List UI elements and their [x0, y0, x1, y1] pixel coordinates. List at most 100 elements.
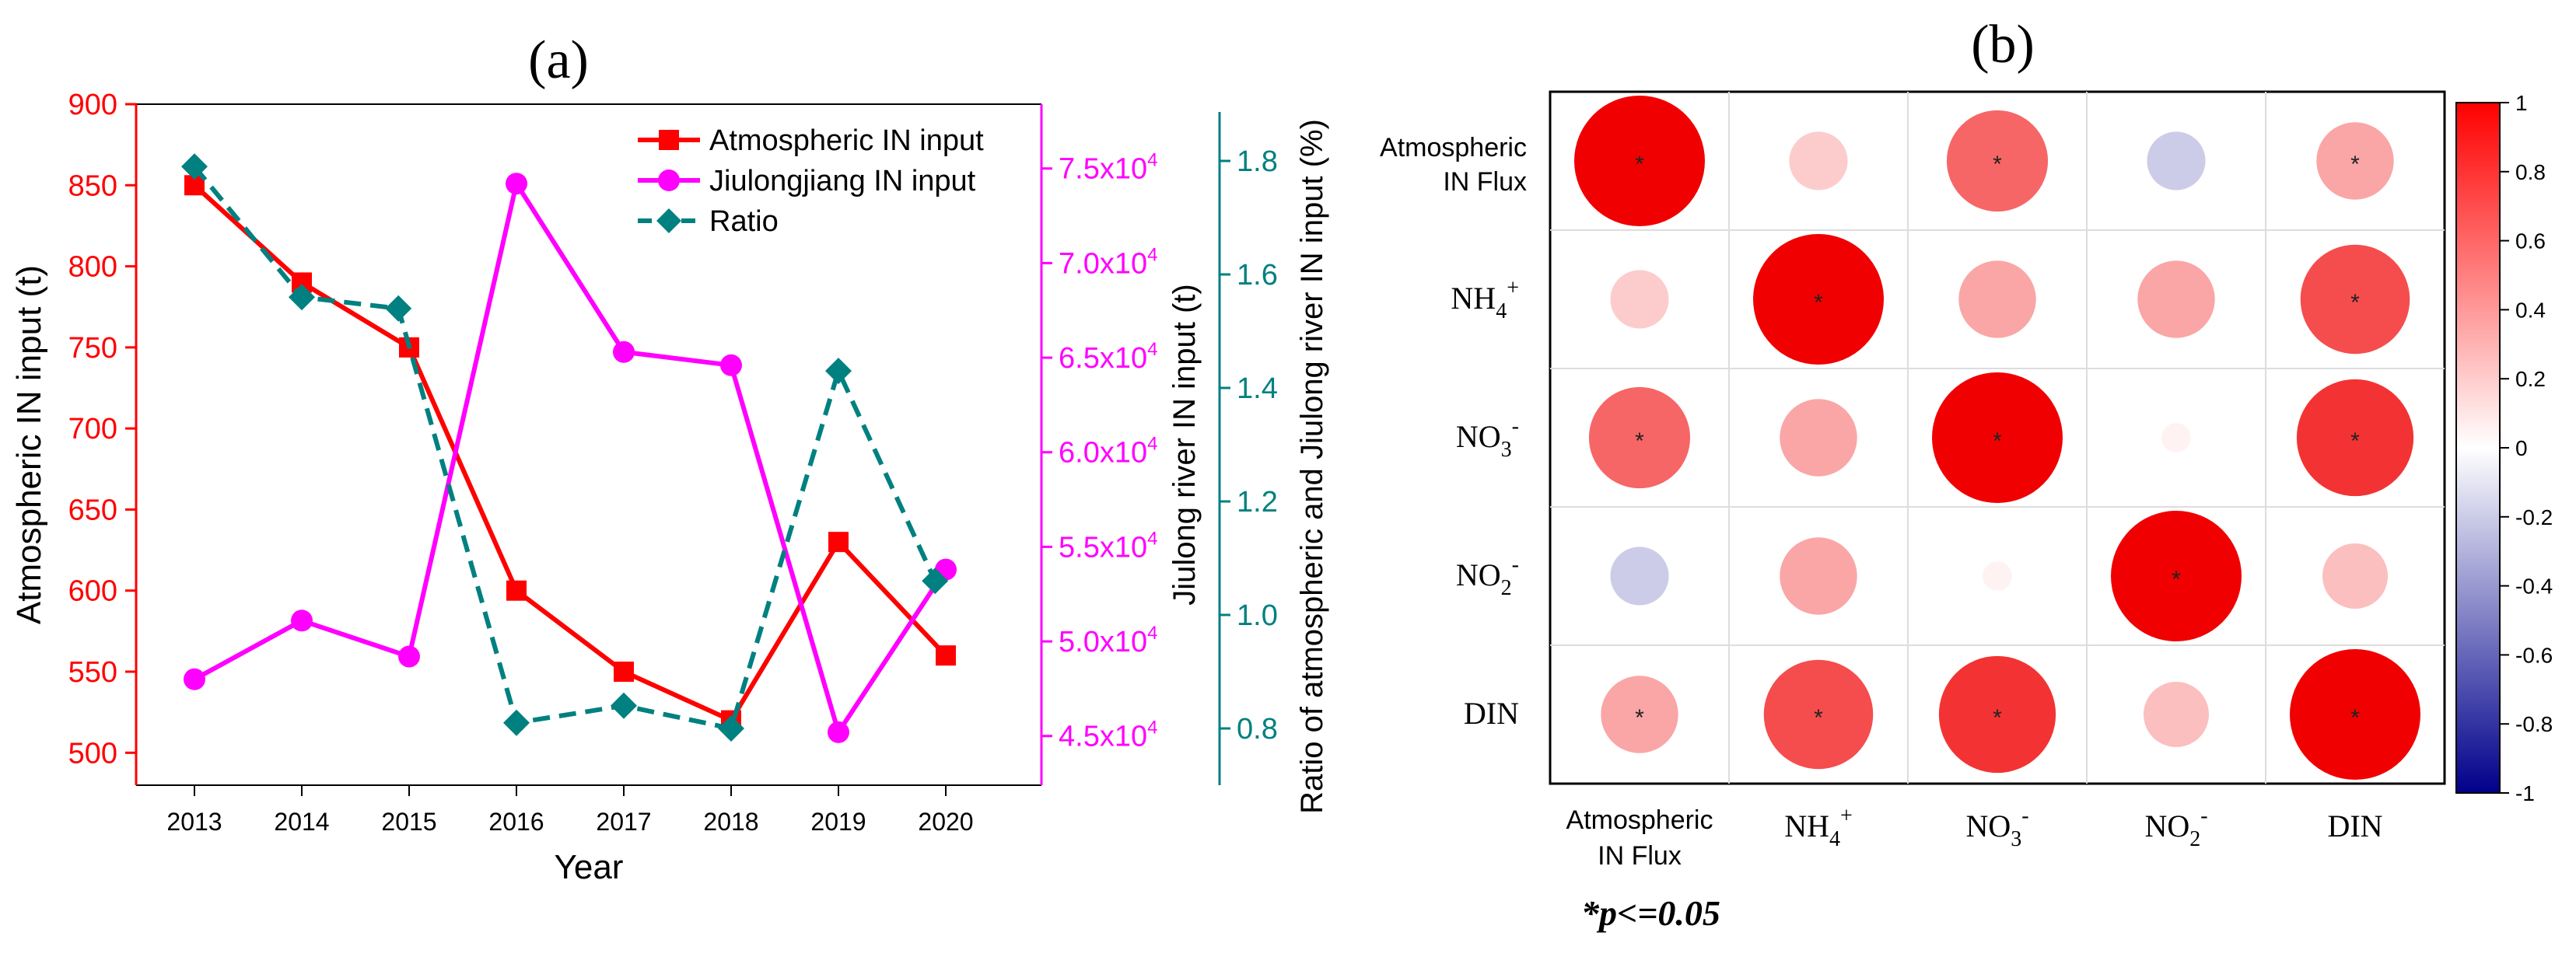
legend-item-ratio: Ratio	[638, 205, 779, 238]
left-axis-tick-label: 600	[68, 575, 117, 608]
significance-star: *	[1993, 428, 2002, 454]
panel-b-title: (b)	[1971, 15, 2035, 75]
significance-star: *	[1635, 152, 1644, 177]
row-label: DIN	[1464, 696, 1519, 731]
row-label: NH4+	[1451, 276, 1519, 323]
data-point-circle	[184, 668, 205, 690]
colorbar-tick-label: -0.4	[2515, 575, 2553, 599]
row-label: NO2-	[1456, 553, 1519, 600]
correlation-circle	[1958, 260, 2036, 338]
colorbar-tick-label: 0.4	[2515, 298, 2546, 322]
data-point-diamond	[385, 295, 412, 322]
data-point-square	[936, 645, 956, 666]
left-axis-tick-label: 650	[68, 494, 117, 526]
data-point-diamond	[825, 358, 852, 385]
right-axis-1-tick-label: 5.5x104	[1059, 528, 1157, 564]
significance-star: *	[1814, 290, 1823, 316]
correlation-circle	[1789, 131, 1848, 190]
right-axis-2-tick-label: 0.8	[1237, 713, 1278, 746]
row-label-line1: Atmospheric	[1380, 133, 1527, 162]
x-tick-label: 2020	[918, 808, 973, 836]
correlation-circle	[1983, 561, 2012, 591]
right-axis-2-tick-label: 1.0	[1237, 599, 1278, 632]
legend-marker-square	[659, 130, 679, 150]
x-tick-label: 2013	[166, 808, 222, 836]
column-label: NH4+	[1784, 804, 1853, 851]
data-point-circle	[828, 721, 849, 743]
colorbar-tick-label: 0.6	[2515, 229, 2546, 253]
legend-label-atmospheric: Atmospheric IN input	[709, 124, 984, 157]
colorbar-tick-label: 0.8	[2515, 160, 2546, 184]
right-axis-1-tick-label: 5.0x104	[1059, 623, 1157, 658]
data-point-circle	[720, 354, 742, 376]
correlation-circle	[2144, 682, 2209, 747]
left-axis-tick-label: 850	[68, 169, 117, 202]
x-tick-label: 2014	[274, 808, 329, 836]
data-point-diamond	[611, 692, 637, 719]
significance-star: *	[2350, 428, 2360, 454]
x-tick-label: 2019	[810, 808, 866, 836]
colorbar-tick-label: -0.8	[2515, 712, 2553, 736]
correlation-circle	[2322, 543, 2388, 609]
column-label: NO3-	[1965, 804, 2028, 851]
correlation-circle	[1938, 655, 2056, 774]
legend-label-ratio: Ratio	[709, 205, 779, 238]
right-axis-1-tick-label: 6.0x104	[1059, 434, 1157, 470]
series-line-2	[192, 165, 937, 731]
significance-note: *p<=0.05	[1581, 893, 1720, 933]
correlation-circle	[2161, 423, 2191, 452]
data-point-circle	[506, 173, 527, 195]
significance-star: *	[1814, 705, 1823, 731]
correlation-circle	[2290, 649, 2420, 780]
right-axis-1-tick-label: 6.5x104	[1059, 339, 1157, 375]
column-label: DIN	[2327, 809, 2382, 843]
column-label: NO2-	[2144, 804, 2207, 851]
panel-b-correlation-matrix: (b) * * * * * * * * * * * * * Atmospheric IN Flux NH4+…	[1380, 15, 2553, 933]
right-axis-2-tick-label: 1.6	[1237, 259, 1278, 292]
colorbar-gradient	[2455, 102, 2501, 794]
colorbar-tick-label: 1	[2515, 91, 2528, 115]
right-axis-1-tick-label: 7.0x104	[1059, 244, 1157, 280]
panel-a-title: (a)	[528, 30, 589, 90]
correlation-circle	[1574, 96, 1705, 226]
correlation-circle	[1753, 234, 1884, 365]
correlation-circle	[1610, 270, 1669, 329]
panel-a-line-chart: (a) Atmospheric IN input Jiulongjiang IN…	[10, 30, 1329, 886]
data-point-circle	[398, 645, 420, 668]
data-point-diamond	[718, 715, 744, 742]
data-point-circle	[613, 341, 635, 363]
x-tick-label: 2016	[488, 808, 544, 836]
data-point-square	[614, 662, 634, 682]
left-axis-tick-label: 700	[68, 413, 117, 445]
correlation-grid: * * * * * * * * * * * * *	[1549, 90, 2446, 785]
row-label-line2: IN Flux	[1443, 167, 1527, 197]
right-axis-2-label: Ratio of atmospheric and Jiulong river I…	[1295, 119, 1329, 814]
correlation-circle	[2296, 379, 2414, 497]
data-point-diamond	[503, 709, 530, 736]
x-axis-label: Year	[555, 848, 624, 886]
right-axis-1-tick-label: 4.5x104	[1059, 718, 1157, 753]
data-point-diamond	[289, 284, 315, 311]
column-label-line1: Atmospheric	[1566, 805, 1713, 835]
significance-star: *	[2350, 705, 2360, 731]
legend-item-jiulongjiang: Jiulongjiang IN input	[638, 165, 976, 197]
significance-star: *	[2350, 152, 2360, 177]
legend-item-atmospheric: Atmospheric IN input	[638, 124, 984, 157]
left-axis-label: Atmospheric IN input (t)	[10, 265, 48, 624]
colorbar-tick-label: 0	[2515, 436, 2528, 460]
data-point-diamond	[922, 568, 949, 595]
left-axis-tick-label: 800	[68, 251, 117, 284]
series-line-0	[192, 183, 948, 723]
correlation-circle	[1780, 537, 1857, 615]
correlation-circle	[1780, 399, 1857, 477]
right-axis-2-tick-label: 1.4	[1237, 372, 1278, 405]
significance-star: *	[2172, 567, 2181, 592]
axes-group: 2013 2014 2015 2016 2017 2018 2019 2020 500 550 60…	[68, 89, 1278, 836]
correlation-circle	[2111, 511, 2242, 641]
correlation-circle	[1932, 372, 2063, 503]
data-point-square	[506, 580, 527, 601]
correlation-circle	[2316, 122, 2394, 200]
left-axis-tick-label: 550	[68, 656, 117, 689]
significance-star: *	[1635, 428, 1644, 454]
